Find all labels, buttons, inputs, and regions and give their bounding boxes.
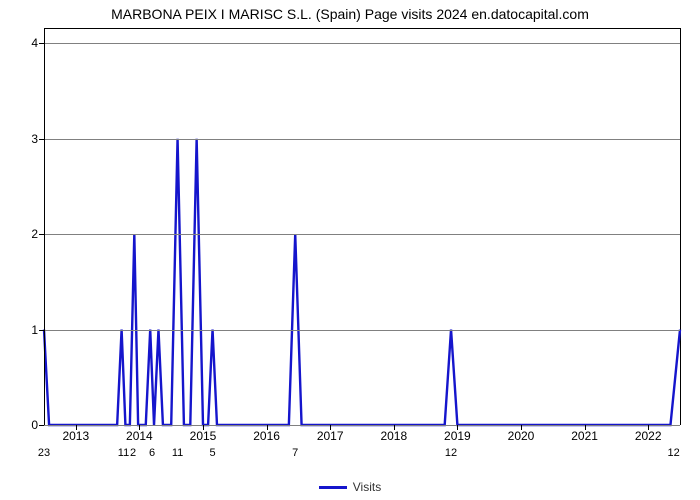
xtick-label: 2018: [380, 425, 407, 443]
data-label: 6: [149, 447, 155, 459]
xtick-label: 2016: [253, 425, 280, 443]
xtick-label: 2021: [571, 425, 598, 443]
data-label: 2: [130, 447, 136, 459]
chart-container: MARBONA PEIX I MARISC S.L. (Spain) Page …: [0, 0, 700, 500]
legend-label: Visits: [353, 480, 381, 494]
xtick-label: 2017: [317, 425, 344, 443]
xtick-label: 2020: [508, 425, 535, 443]
xtick-label: 2015: [190, 425, 217, 443]
data-label: 11: [118, 447, 129, 459]
gridline-h: [44, 43, 680, 44]
data-label: 23: [38, 447, 50, 459]
data-label: 5: [209, 447, 215, 459]
xtick-label: 2014: [126, 425, 153, 443]
data-label: 12: [445, 447, 457, 459]
data-label: 11: [172, 447, 183, 459]
ytick-label: 2: [8, 227, 44, 241]
xtick-label: 2013: [62, 425, 89, 443]
data-label: 12: [668, 447, 680, 459]
ytick-label: 1: [8, 323, 44, 337]
plot-area: 0123420132014201520162017201820192020202…: [44, 28, 681, 425]
gridline-h: [44, 139, 680, 140]
ytick-label: 3: [8, 132, 44, 146]
gridline-h: [44, 330, 680, 331]
xtick-label: 2019: [444, 425, 471, 443]
y-axis-line: [44, 29, 45, 425]
xtick-label: 2022: [635, 425, 662, 443]
visits-line: [44, 139, 680, 425]
ytick-label: 4: [8, 36, 44, 50]
chart-title: MARBONA PEIX I MARISC S.L. (Spain) Page …: [0, 6, 700, 22]
legend: Visits: [0, 480, 700, 494]
gridline-h: [44, 234, 680, 235]
ytick-label: 0: [8, 418, 44, 432]
legend-swatch: [319, 486, 347, 489]
line-series: [44, 29, 680, 425]
data-label: 7: [292, 447, 298, 459]
